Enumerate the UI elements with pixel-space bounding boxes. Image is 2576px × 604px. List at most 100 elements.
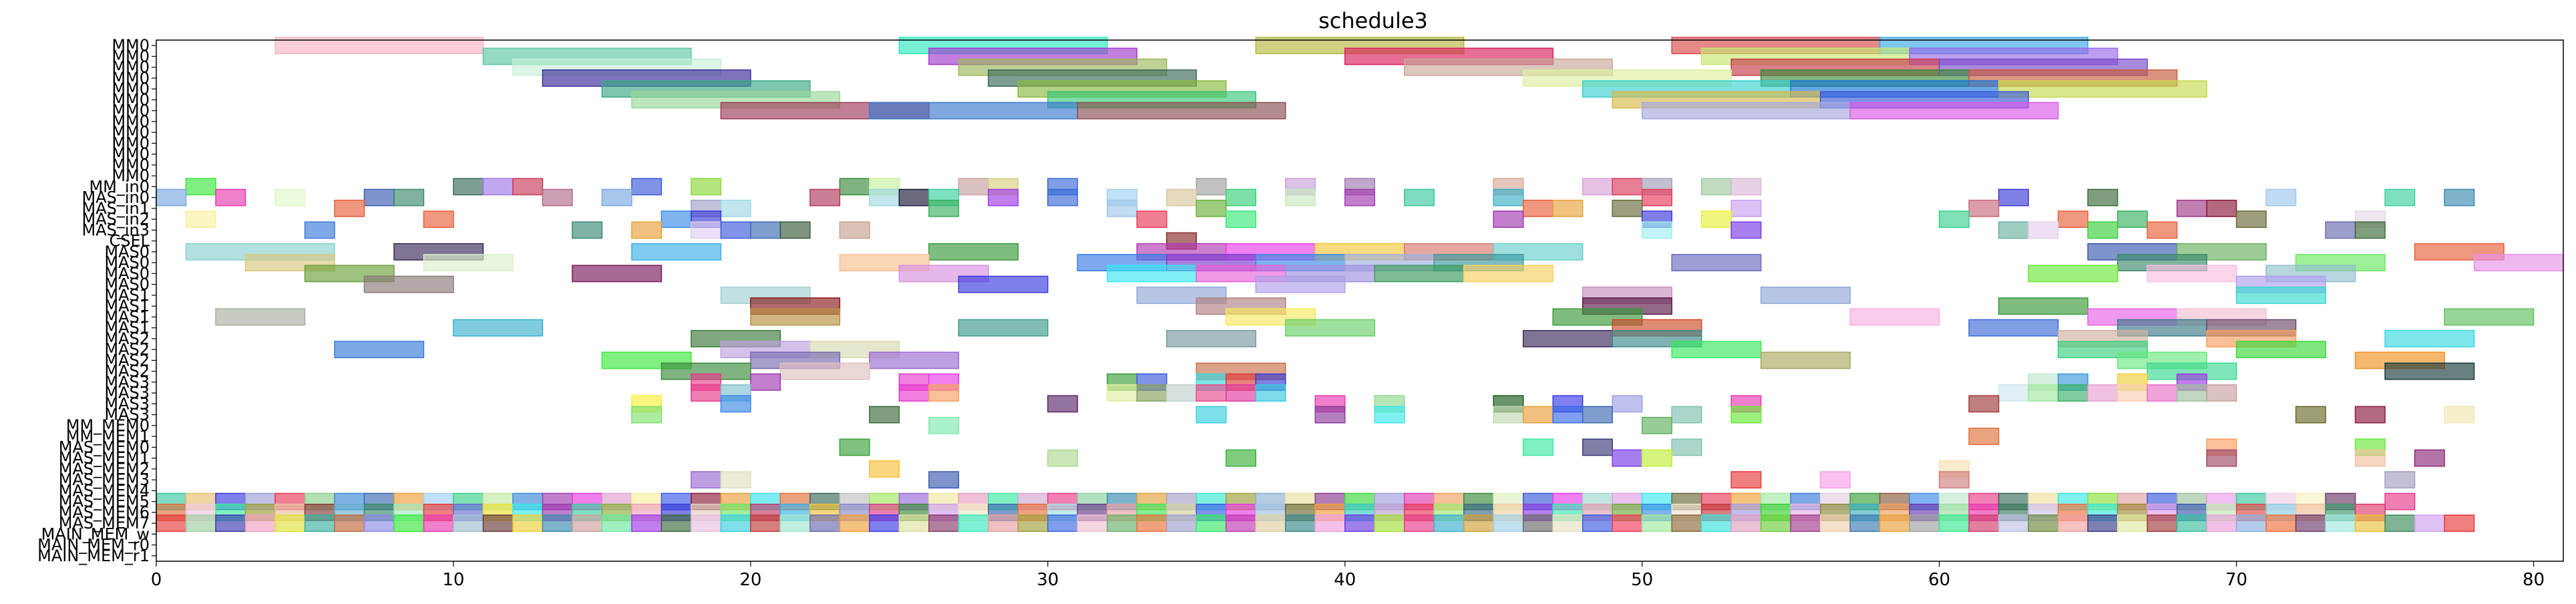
task-bar (1195, 384, 1227, 402)
task-bar (1849, 514, 1881, 533)
task-bar (2028, 221, 2059, 239)
task-bar (750, 308, 841, 326)
task-bar (1968, 319, 2059, 337)
task-bar (1671, 438, 1702, 456)
task-bar (2147, 265, 2237, 283)
task-bar (720, 395, 751, 413)
task-bar (1107, 265, 1198, 283)
task-bar (2265, 188, 2297, 206)
task-bar (1403, 188, 1435, 206)
task-bar (958, 319, 1049, 337)
task-bar (2325, 514, 2356, 533)
task-bar (1849, 102, 2059, 120)
task-bar (2206, 384, 2237, 402)
y-tick-label: MAS1 (104, 297, 150, 315)
task-bar (869, 460, 900, 478)
task-bar (1641, 102, 1851, 120)
x-tick-label: 70 (2225, 570, 2247, 590)
task-bar (839, 178, 870, 196)
task-bar (631, 178, 663, 196)
task-bar (839, 514, 870, 533)
task-bar (1344, 514, 1375, 533)
y-tick-label: MAS_in1 (81, 199, 150, 218)
task-bar (453, 178, 484, 196)
task-bar (898, 188, 930, 206)
task-bar (1374, 406, 1405, 424)
task-bar (720, 221, 751, 239)
y-tick-label: MM0 (112, 156, 150, 174)
task-bar (779, 514, 811, 533)
task-bar (869, 102, 1079, 120)
y-tick-label: MM0 (112, 145, 150, 164)
task-bar (1641, 221, 1672, 239)
task-bar (2444, 406, 2475, 424)
task-bar (750, 373, 781, 391)
y-tick-label: MAS0 (104, 264, 150, 283)
task-bar (1493, 210, 1524, 229)
task-bar (1938, 210, 1970, 229)
y-tick-label: MAIN_MEM_r0 (37, 536, 150, 555)
task-bar (2057, 514, 2088, 533)
task-bar (1790, 514, 1821, 533)
y-tick-label: MM0 (112, 123, 150, 142)
task-bar (1730, 199, 1762, 217)
task-bar (988, 188, 1019, 206)
task-bar (215, 188, 246, 206)
task-bar (1998, 384, 2029, 402)
task-bar (2087, 384, 2119, 402)
task-bar (1671, 341, 1762, 359)
x-tick-label: 50 (1631, 570, 1653, 590)
task-bar (2325, 221, 2356, 239)
y-tick-label: MAIN_MEM_r1 (37, 547, 150, 565)
task-bar (2444, 308, 2535, 326)
y-tick-label: MAS_in3 (81, 220, 150, 239)
task-bar (1641, 416, 1672, 434)
task-bar (809, 514, 841, 533)
task-bar (1314, 514, 1346, 533)
task-bar (2147, 384, 2178, 402)
task-bar (2444, 514, 2475, 533)
task-bar (1522, 199, 1553, 217)
task-bar (2235, 210, 2267, 229)
task-bar (691, 514, 722, 533)
task-bar (1285, 319, 1375, 337)
task-bar (423, 254, 514, 272)
task-bar (869, 406, 900, 424)
y-tick-label: MAS2 (104, 362, 150, 381)
task-bar (2117, 514, 2148, 533)
task-bar (601, 514, 632, 533)
task-bar (1700, 210, 1732, 229)
y-tick-label: MAS_MEM6 (59, 503, 150, 522)
task-bar (1641, 449, 1672, 467)
task-bar (1374, 514, 1405, 533)
task-bar (928, 384, 960, 402)
task-bar (1226, 514, 1257, 533)
task-bar (1136, 514, 1167, 533)
task-bar (453, 514, 484, 533)
task-bar (869, 188, 900, 206)
task-bar (1463, 265, 1553, 283)
y-tick-label: MAS_MEM4 (59, 481, 150, 500)
task-bar (2354, 221, 2386, 239)
task-bar (572, 265, 663, 283)
y-tick-label: MAS1 (104, 286, 150, 305)
y-tick-label: MM0 (112, 166, 150, 185)
y-tick-label: MAS_MEM2 (59, 460, 150, 478)
task-bar (1938, 471, 1970, 489)
x-tick-label: 80 (2523, 570, 2545, 590)
task-bar (1879, 514, 1910, 533)
task-bar (363, 188, 395, 206)
task-bar (2087, 221, 2119, 239)
task-bar (631, 514, 663, 533)
task-bar (215, 308, 306, 326)
task-bar (482, 178, 514, 196)
task-bar (274, 514, 306, 533)
task-bar (2176, 514, 2207, 533)
task-bar (1255, 275, 1346, 293)
task-bar (601, 188, 632, 206)
task-bar (720, 471, 751, 489)
task-bar (1700, 178, 1732, 196)
y-tick-label: MAS3 (104, 384, 150, 402)
